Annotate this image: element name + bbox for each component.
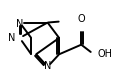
Text: O: O [78,14,85,24]
Text: N: N [16,19,23,29]
Text: OH: OH [98,49,113,59]
Text: N: N [44,61,51,71]
Text: N: N [8,33,15,43]
